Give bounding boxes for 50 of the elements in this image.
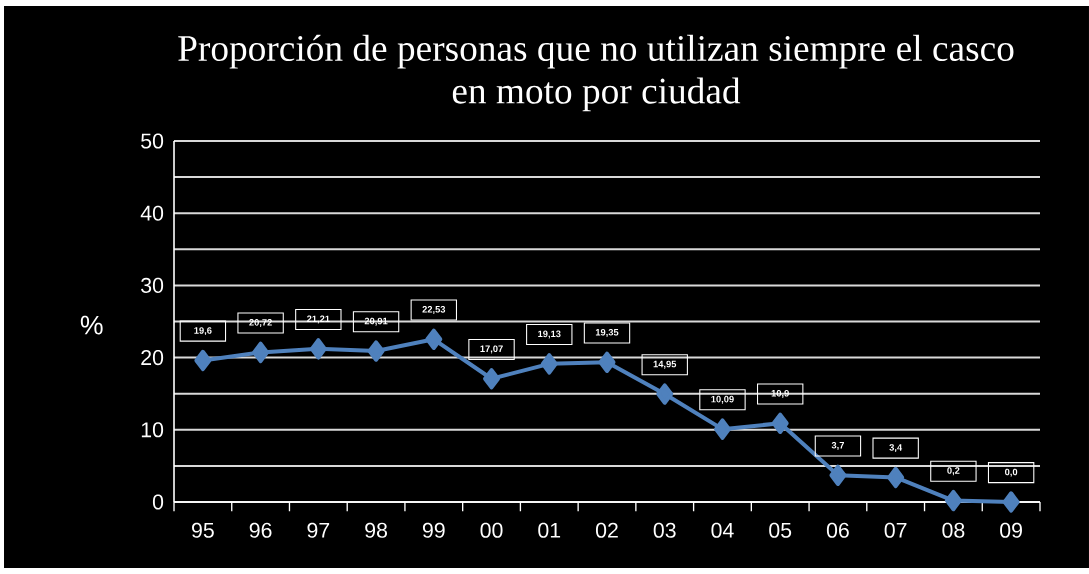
- data-label: 10,09: [711, 395, 734, 404]
- data-label: 19,6: [194, 327, 212, 336]
- data-label: 22,53: [422, 306, 446, 314]
- x-tick-label: 97: [307, 522, 330, 538]
- point: [598, 351, 616, 373]
- data-label: 14,95: [653, 360, 677, 369]
- x-tick-label: 01: [538, 522, 561, 538]
- y-tick-label: 30: [141, 277, 164, 293]
- x-tick-label: 09: [1000, 522, 1022, 538]
- chart-title: Proporción de personas que no utilizan siempre el casco en moto por ciudad: [178, 34, 1014, 112]
- data-label: 20,91: [364, 317, 388, 326]
- y-tick-label: 0: [152, 494, 164, 510]
- point: [887, 466, 905, 489]
- data-label: 17,07: [480, 345, 503, 354]
- data-label: 0,2: [947, 467, 960, 476]
- x-tick-label: 00: [480, 522, 503, 538]
- x-tick-label: 95: [192, 522, 214, 538]
- point: [367, 340, 385, 362]
- x-tick-label: 02: [595, 522, 618, 538]
- x-tick-label: 05: [769, 522, 792, 538]
- point: [483, 368, 501, 390]
- point: [194, 349, 212, 372]
- data-label: 3,4: [889, 444, 903, 453]
- point: [252, 341, 270, 364]
- point: [713, 418, 731, 440]
- point: [771, 412, 789, 434]
- point: [829, 464, 847, 486]
- point: [944, 489, 962, 512]
- y-tick-label: 20: [141, 350, 164, 366]
- x-tick-label: 06: [826, 522, 849, 538]
- x-tick-label: 03: [653, 522, 676, 538]
- point: [540, 353, 558, 375]
- x-tick-label: 04: [711, 522, 734, 538]
- x-tick-label: 07: [884, 522, 907, 538]
- x-tick-label: 98: [365, 522, 388, 538]
- point: [425, 328, 443, 350]
- point: [656, 383, 674, 405]
- y-axis-title: %: [80, 315, 103, 335]
- data-label: 19,13: [538, 330, 561, 339]
- data-label: 0,0: [1005, 468, 1018, 477]
- x-tick-label: 99: [422, 522, 445, 538]
- point: [309, 338, 327, 360]
- data-label: 19,35: [595, 328, 619, 337]
- data-label: 3,7: [831, 441, 844, 450]
- y-tick-label: 10: [141, 422, 164, 438]
- y-tick-label: 50: [141, 133, 164, 149]
- point: [1002, 491, 1020, 513]
- x-tick-label: 96: [249, 522, 272, 538]
- x-tick-label: 08: [942, 522, 965, 538]
- y-tick-label: 40: [140, 205, 164, 221]
